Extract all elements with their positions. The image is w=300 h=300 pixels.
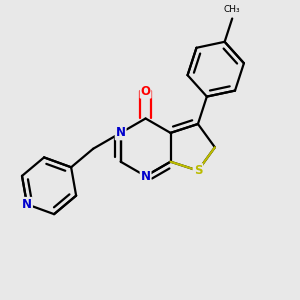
Text: N: N (116, 126, 126, 140)
Text: S: S (194, 164, 202, 177)
Text: N: N (22, 198, 32, 211)
Text: CH₃: CH₃ (224, 5, 241, 14)
Text: O: O (141, 85, 151, 98)
Text: N: N (141, 169, 151, 183)
